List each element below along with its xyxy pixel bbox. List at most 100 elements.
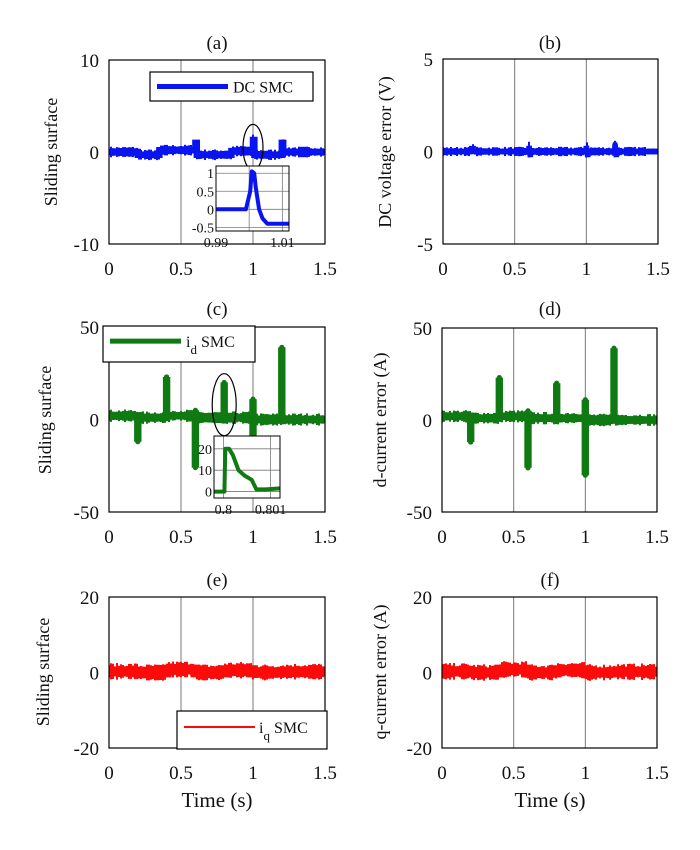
x-tick-label: 1.5: [313, 527, 337, 548]
legend-label-subscript: q: [263, 728, 270, 743]
data-series-q-current-error: [442, 661, 657, 681]
panel-e: (e) Sliding surface Time (s) 0 0.5 1 1.5 20 0…: [33, 570, 337, 812]
y-tick-label: 20: [413, 588, 432, 609]
inset-plot: 1 0.5 0 -0.50.99 1.01: [192, 165, 295, 251]
legend-label-suffix: SMC: [197, 334, 235, 351]
y-tick-label: 50: [80, 318, 99, 339]
inset-box: [215, 165, 290, 232]
x-tick-label: 1.5: [313, 763, 337, 784]
y-tick-label: -50: [74, 503, 99, 524]
legend-label-main: i: [259, 720, 264, 737]
x-tick-label: 1: [581, 763, 591, 784]
legend-label-main: i: [186, 334, 191, 351]
y-tick-label: 0: [90, 143, 100, 164]
x-tick-label: 0: [104, 527, 114, 548]
legend-label: DC SMC: [233, 80, 293, 97]
x-tick-label: 0.5: [169, 763, 193, 784]
y-tick-label: 0: [423, 664, 433, 685]
x-tick-label: 0: [104, 259, 114, 280]
data-series-d-current-error: [442, 345, 657, 478]
x-tick-label: 1.5: [313, 259, 337, 280]
panel-title: (b): [539, 33, 561, 54]
legend-label-suffix: SMC: [270, 720, 308, 737]
inset-y-tick-label: 20: [198, 443, 212, 458]
panel-b: (b) DC voltage error (V) 0 0.5 1 1.550-5: [375, 33, 670, 280]
inset-series-line: [214, 446, 280, 494]
y-tick-label: 0: [424, 143, 434, 164]
inset-y-tick-label: 0: [207, 203, 214, 218]
data-series-iq-smc: [109, 661, 325, 681]
x-tick-label: 0: [437, 763, 447, 784]
x-tick-label: 1: [248, 527, 258, 548]
panel-title: (d): [539, 299, 561, 320]
legend: DC SMC: [149, 71, 314, 102]
panel-title: (f): [541, 570, 560, 591]
legend-label-subscript: d: [190, 342, 197, 357]
y-axis-label: DC voltage error (V): [375, 76, 396, 227]
inset-y-tick-label: -0.5: [192, 221, 214, 236]
panel-title: (e): [206, 570, 227, 591]
y-tick-label: 0: [90, 664, 100, 685]
legend-label: id SMC: [186, 334, 235, 357]
y-axis-label: d-current error (A): [370, 353, 391, 488]
y-tick-label: 5: [424, 50, 434, 71]
y-tick-label: 20: [80, 588, 99, 609]
x-tick-label: 0: [104, 763, 114, 784]
inset-x-tick-label: 0.99: [204, 236, 229, 251]
legend-box: [176, 710, 328, 750]
panel-c: (c) Sliding surface 0 0.5 1 1.5500-50201000…: [35, 299, 337, 548]
x-tick-label: 0: [437, 527, 447, 548]
panel-title: (c): [206, 299, 227, 320]
legend: id SMC: [102, 325, 256, 363]
y-axis-label: Sliding surface: [35, 366, 55, 474]
inset-x-tick-label: 0.8: [215, 503, 233, 518]
x-tick-label: 1: [582, 259, 592, 280]
y-tick-label: -10: [74, 235, 99, 256]
x-tick-label: 1.5: [645, 763, 669, 784]
x-tick-label: 0: [438, 259, 448, 280]
y-axis-label: q-current error (A): [370, 605, 391, 740]
inset-y-tick-label: 0: [205, 486, 212, 501]
data-series-dc-voltage-error: [443, 140, 658, 158]
y-tick-label: 0: [423, 411, 433, 432]
panel-a: (a) Sliding surface 0 0.5 1 1.5100-1010.50-…: [41, 33, 337, 280]
x-axis-label: Time (s): [182, 788, 253, 812]
axes-box: [441, 327, 658, 513]
y-tick-label: -20: [407, 739, 432, 760]
inset-y-tick-label: 1: [207, 167, 214, 182]
x-tick-label: 0.5: [503, 259, 527, 280]
panel-title: (a): [206, 33, 227, 54]
y-tick-label: -5: [417, 235, 433, 256]
inset-y-tick-label: 0.5: [197, 185, 215, 200]
x-tick-label: 1.5: [645, 527, 669, 548]
x-tick-label: 1: [581, 527, 591, 548]
y-tick-label: -50: [407, 503, 432, 524]
x-tick-label: 0.5: [502, 763, 526, 784]
axes-box: [108, 59, 326, 245]
x-tick-label: 0.5: [169, 527, 193, 548]
inset-box: [213, 435, 281, 499]
inset-plot: 20 10 00.8 0.801: [198, 435, 287, 518]
x-tick-label: 1: [248, 763, 258, 784]
y-tick-label: -20: [74, 739, 99, 760]
y-tick-label: 0: [90, 411, 100, 432]
inset-x-tick-label: 0.801: [255, 503, 287, 518]
axes-box: [441, 596, 658, 749]
axes-box: [442, 58, 659, 245]
y-axis-label: Sliding surface: [33, 618, 53, 726]
x-tick-label: 0.5: [169, 259, 193, 280]
inset-y-tick-label: 10: [198, 464, 212, 479]
legend: iq SMC: [176, 710, 328, 750]
legend-label-main: DC SMC: [233, 80, 293, 97]
x-axis-label: Time (s): [515, 788, 586, 812]
legend-box: [102, 325, 256, 363]
panel-f: (f) q-current error (A) Time (s) 0 0.5 1 1.…: [370, 570, 669, 812]
inset-x-tick-label: 1.01: [270, 236, 295, 251]
legend-label: iq SMC: [259, 720, 308, 743]
y-tick-label: 10: [80, 51, 99, 72]
series-line: [442, 348, 657, 476]
inset-series-line: [216, 169, 289, 226]
y-axis-label: Sliding surface: [41, 98, 61, 206]
